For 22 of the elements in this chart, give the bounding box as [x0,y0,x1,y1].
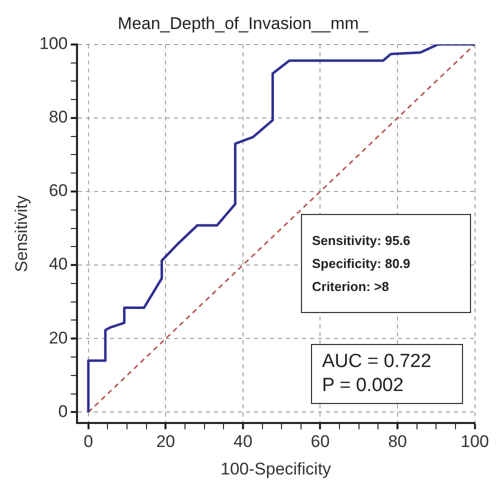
annotation: Specificity: 80.9 [312,255,412,273]
x-tick-label: 80 [388,432,407,452]
annotation: Criterion: >8 [312,278,390,296]
x-tick-label: 100 [460,432,490,452]
annotation: AUC = 0.722 [322,350,432,374]
annotation: Sensitivity: 95.6 [312,232,412,250]
y-axis-title: Sensitivity [12,195,31,272]
chart-title: Mean_Depth_of_Invasion__mm_ [118,14,369,33]
x-tick-label: 0 [84,432,94,452]
stats-box: AUC = 0.722 P = 0.002 [311,344,463,404]
x-tick-label: 20 [156,432,176,452]
y-tick-label: 100 [39,34,68,54]
info-box: Sensitivity: 95.6 Specificity: 80.9 Criterion: >8 [301,214,471,313]
x-axis-title: 100-Specificity [220,459,332,478]
y-tick-label: 60 [48,181,68,200]
annotation: P = 0.002 [322,374,405,398]
y-tick-label: 0 [58,402,68,421]
x-tick-label: 40 [233,432,252,452]
y-tick-label: 20 [48,328,68,348]
y-tick-label: 80 [48,108,68,127]
y-tick-label: 40 [48,254,68,274]
x-tick-label: 60 [310,432,330,452]
